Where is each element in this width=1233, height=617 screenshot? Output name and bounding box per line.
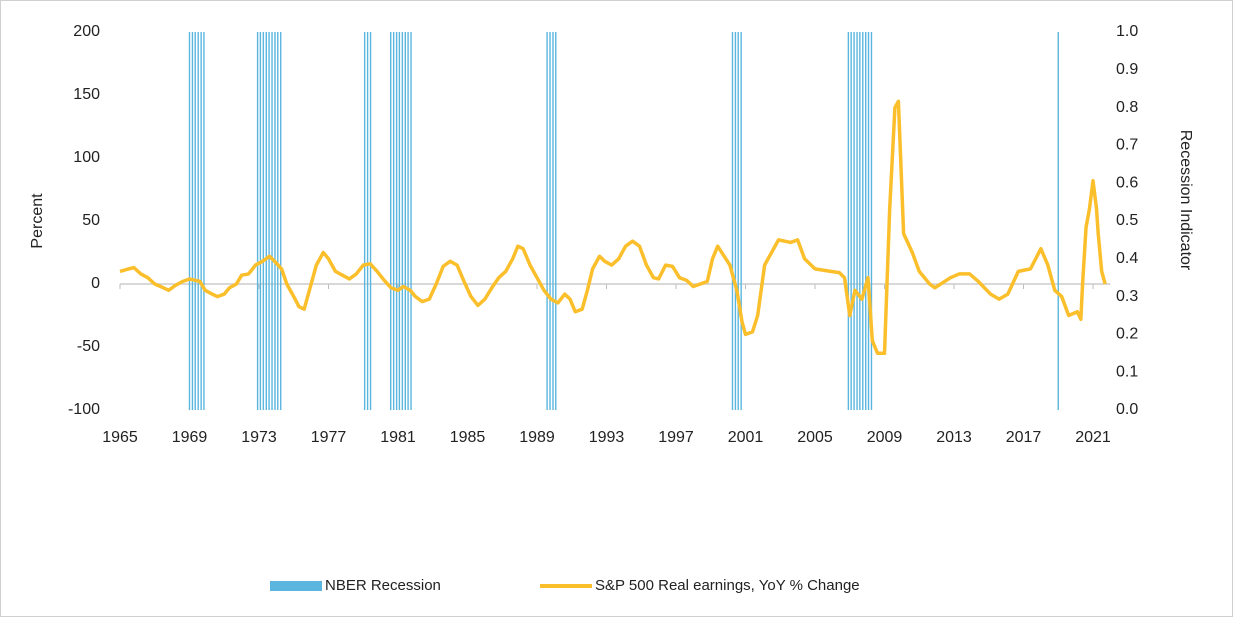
recession-bar bbox=[369, 32, 372, 410]
legend-label: NBER Recession bbox=[325, 577, 441, 594]
x-tick-label: 2017 bbox=[1006, 429, 1042, 446]
recession-bar bbox=[197, 32, 199, 410]
x-tick-label: 1981 bbox=[380, 429, 416, 446]
recession-bar bbox=[271, 32, 273, 410]
y-tick-label: 50 bbox=[82, 212, 100, 229]
recession-bar bbox=[392, 32, 395, 410]
recession-bar bbox=[870, 32, 873, 410]
recession-bar bbox=[395, 32, 398, 410]
recession-bar bbox=[366, 32, 369, 410]
recession-bar bbox=[188, 32, 191, 410]
y-tick-label: 200 bbox=[73, 23, 100, 40]
recession-bar bbox=[867, 32, 870, 410]
legend-swatch bbox=[270, 581, 322, 591]
x-tick-label: 2001 bbox=[728, 429, 764, 446]
x-tick-label: 1965 bbox=[102, 429, 138, 446]
recession-bar bbox=[268, 32, 270, 410]
y2-tick-label: 0.6 bbox=[1116, 174, 1138, 191]
recession-bar bbox=[555, 32, 557, 410]
recession-bar bbox=[862, 32, 864, 410]
recession-bar bbox=[847, 32, 850, 410]
recession-bar bbox=[191, 32, 194, 410]
y2-tick-label: 0.4 bbox=[1116, 250, 1138, 267]
x-tick-label: 1989 bbox=[519, 429, 555, 446]
x-tick-label: 1973 bbox=[241, 429, 277, 446]
y2-tick-label: 1.0 bbox=[1116, 23, 1138, 40]
recession-bar bbox=[546, 32, 548, 410]
x-tick-label: 2005 bbox=[797, 429, 833, 446]
legend-label: S&P 500 Real earnings, YoY % Change bbox=[595, 577, 860, 594]
recession-bar bbox=[203, 32, 205, 410]
y2-tick-label: 0.3 bbox=[1116, 288, 1138, 305]
y2-axis-title: Recession Indicator bbox=[1177, 130, 1194, 271]
recession-bar bbox=[856, 32, 858, 410]
x-tick-label: 2009 bbox=[867, 429, 903, 446]
recession-bar bbox=[363, 32, 366, 410]
recession-bar bbox=[859, 32, 861, 410]
y-tick-label: 150 bbox=[73, 86, 100, 103]
x-tick-label: 1969 bbox=[172, 429, 208, 446]
recession-bar bbox=[259, 32, 262, 410]
recession-bar bbox=[200, 32, 202, 410]
y2-tick-label: 0.9 bbox=[1116, 61, 1138, 78]
y2-tick-label: 0.7 bbox=[1116, 137, 1138, 154]
y-tick-label: 100 bbox=[73, 149, 100, 166]
x-tick-label: 1985 bbox=[450, 429, 486, 446]
x-tick-label: 1977 bbox=[311, 429, 347, 446]
recession-bar bbox=[194, 32, 196, 410]
recession-bar bbox=[274, 32, 276, 410]
y-axis-title: Percent bbox=[29, 193, 46, 249]
y2-tick-label: 0.8 bbox=[1116, 99, 1138, 116]
recession-bar bbox=[731, 32, 734, 410]
x-tick-label: 1997 bbox=[658, 429, 694, 446]
recession-bar bbox=[740, 32, 742, 410]
recession-bar bbox=[401, 32, 404, 410]
y-tick-label: -100 bbox=[68, 401, 100, 418]
y-tick-label: 0 bbox=[91, 275, 100, 292]
recession-bar bbox=[280, 32, 282, 410]
recession-bar bbox=[853, 32, 855, 410]
recession-bar bbox=[737, 32, 739, 410]
y2-tick-label: 0.0 bbox=[1116, 401, 1138, 418]
x-tick-label: 2021 bbox=[1075, 429, 1111, 446]
recession-bar bbox=[410, 32, 412, 410]
recession-bar bbox=[549, 32, 551, 410]
recession-bar bbox=[552, 32, 554, 410]
recession-bar bbox=[1057, 32, 1059, 410]
recession-bar bbox=[262, 32, 265, 410]
y2-tick-label: 0.2 bbox=[1116, 326, 1138, 343]
recession-bar bbox=[256, 32, 259, 410]
recession-bar bbox=[850, 32, 852, 410]
x-tick-label: 1993 bbox=[589, 429, 625, 446]
recession-bar bbox=[407, 32, 409, 410]
earnings-line bbox=[119, 99, 1107, 356]
x-tick-label: 2013 bbox=[936, 429, 972, 446]
recession-bar bbox=[404, 32, 406, 410]
y2-tick-label: 0.1 bbox=[1116, 363, 1138, 380]
y-tick-label: -50 bbox=[77, 338, 100, 355]
y2-tick-label: 0.5 bbox=[1116, 212, 1138, 229]
recession-bar bbox=[865, 32, 867, 410]
recession-bar bbox=[277, 32, 279, 410]
recession-bar bbox=[398, 32, 401, 410]
recession-bar bbox=[265, 32, 267, 410]
recession-bar bbox=[390, 32, 392, 410]
recession-bar bbox=[734, 32, 737, 410]
